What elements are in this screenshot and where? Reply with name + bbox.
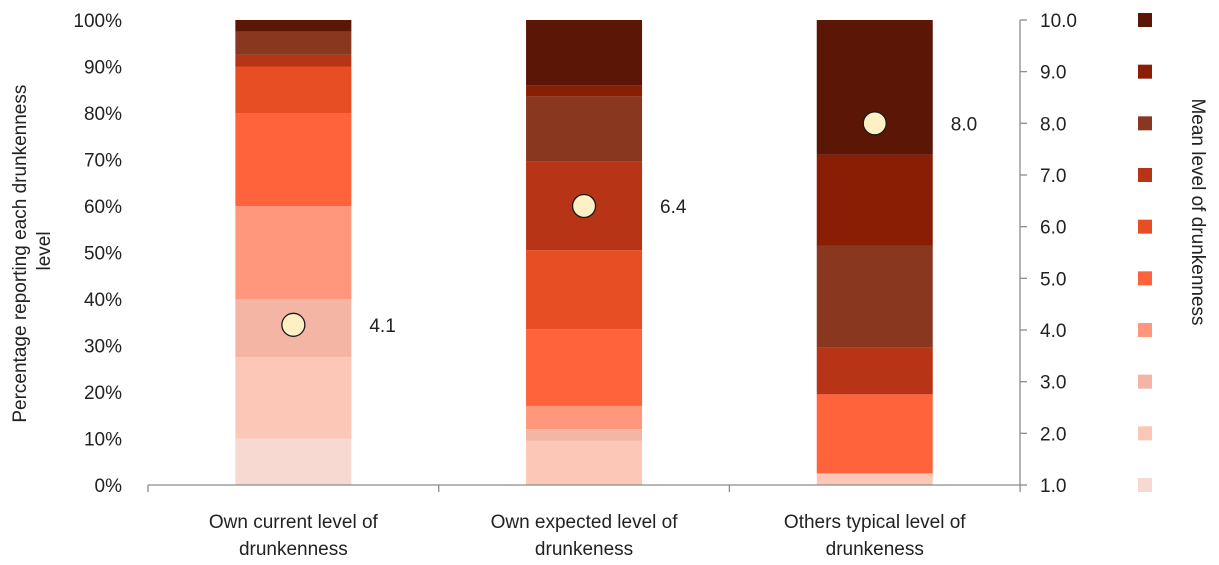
bar-segment-level-7 [235,54,352,67]
y2-axis-title: Mean level of drunkenness [1187,98,1208,325]
y2-tick-label: 10.0 [1040,11,1077,32]
bar-segment-level-5 [816,394,933,474]
y-tick-label: 10% [84,430,122,451]
legend-swatch-level-3 [1138,374,1152,389]
legend-swatch-level-4 [1138,323,1152,337]
y-tick-label: 40% [84,290,122,311]
legend [1138,13,1152,492]
bar-segment-level-4 [526,405,643,430]
y2-tick-label: 5.0 [1040,269,1066,290]
x-category-label: Own expected level of drunkeness [491,512,679,560]
x-category-label-line: drunkeness [826,539,924,560]
legend-swatch-level-1 [1138,478,1152,492]
y-tick-label: 100% [73,11,122,32]
bar-segment-level-2 [235,357,352,439]
bar-segment-level-5 [235,113,352,206]
bar-segment-level-5 [526,329,643,406]
bar-segment-level-9 [816,154,933,246]
y-tick-label: 0% [95,476,123,497]
x-category-label-line: Own current level of [209,512,379,533]
y-tick-label: 50% [84,244,122,265]
legend-swatch-level-7 [1138,168,1152,182]
bar-segment-level-7 [816,347,933,395]
y-tick-label: 20% [84,383,122,404]
bar-segment-level-8 [526,96,643,162]
y2-tick-label: 7.0 [1040,166,1066,187]
legend-swatch-level-10 [1138,13,1152,27]
y-tick-label: 70% [84,151,122,172]
y2-tick-label: 9.0 [1040,63,1066,84]
y-tick-label: 30% [84,337,122,358]
bar-segment-level-4 [235,206,352,299]
y-tick-label: 90% [84,58,122,79]
y2-tick-label: 4.0 [1040,321,1066,342]
y-tick-label: 80% [84,104,122,125]
plot-area: 0% 10% 20% 30% 40% 50% 60% 70% 80% 90% 100% 1.0 2.0 3… [73,11,1077,560]
mean-data-label: 6.4 [660,197,687,218]
legend-swatch-level-6 [1138,219,1152,234]
x-category-label: Others typical level of drunkeness [784,512,966,560]
bar-segment-level-2 [816,473,933,485]
legend-swatch-level-2 [1138,426,1152,441]
y2-tick-label: 3.0 [1040,373,1066,394]
x-category-label-line: Own expected level of [491,512,679,533]
x-category-label-line: drunkenness [239,539,348,560]
bar-segment-level-10 [235,20,352,32]
mean-data-label: 4.1 [369,316,395,337]
bar-segment-level-6 [526,250,643,330]
x-category-label-line: drunkeness [535,539,633,560]
mean-data-label: 8.0 [951,114,977,135]
bar-segment-level-8 [235,31,352,55]
bar-segment-level-8 [816,245,933,348]
bar-segment-level-9 [526,85,643,97]
bar-segment-level-10 [526,20,643,86]
y2-tick-label: 2.0 [1040,424,1066,445]
x-category-label: Own current level of drunkenness [209,512,379,560]
y2-tick-label: 1.0 [1040,476,1066,497]
mean-marker [862,111,887,136]
y-axis-title-line-2: level [34,231,55,270]
mean-marker [571,193,597,219]
bar-segment-level-6 [235,66,352,113]
y2-tick-label: 6.0 [1040,218,1066,239]
bar-segment-level-1 [235,438,352,485]
bar-segment-level-2 [526,440,643,485]
y-tick-label: 60% [84,197,122,218]
bar-segment-level-3 [526,429,643,441]
y-axis-title: Percentage reporting each drunkenness le… [10,79,55,422]
y2-tick-label: 8.0 [1040,114,1066,135]
x-category-label-line: Others typical level of [784,512,966,533]
legend-swatch-level-5 [1138,271,1152,286]
mean-marker [281,312,306,337]
legend-swatch-level-9 [1138,64,1152,79]
legend-swatch-level-8 [1138,116,1152,131]
y-axis-title-line-1: Percentage reporting each drunkenness [10,85,31,423]
